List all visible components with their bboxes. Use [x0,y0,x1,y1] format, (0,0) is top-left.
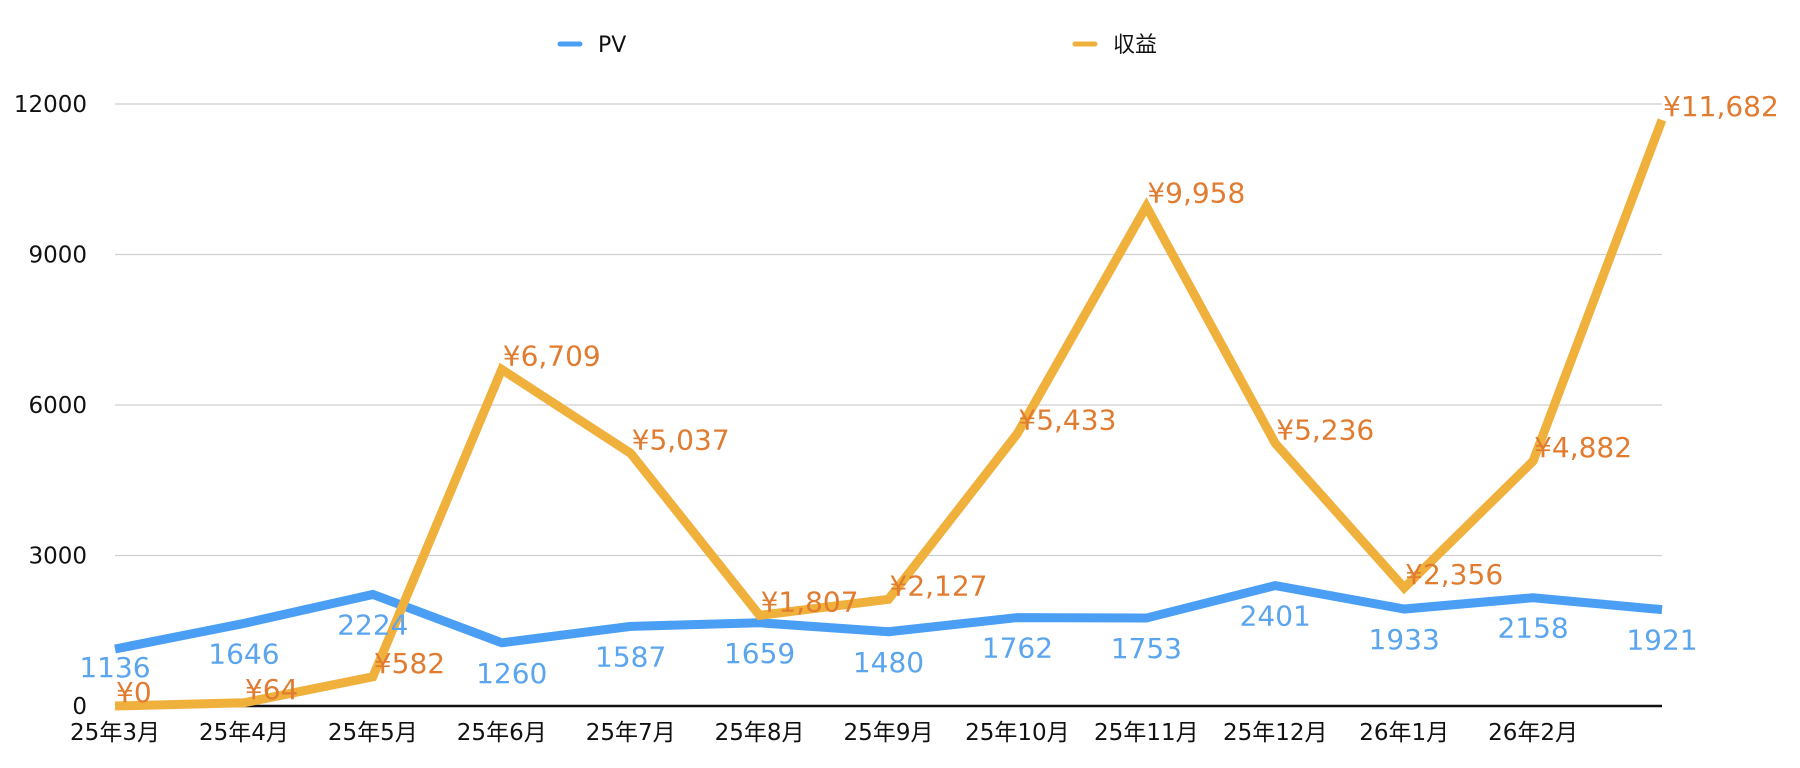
revenue-data-label: ¥11,682 [1663,90,1779,123]
revenue-data-label: ¥9,958 [1147,176,1245,209]
revenue-data-label: ¥582 [374,647,445,680]
pv-data-label: 1762 [982,632,1053,665]
x-axis: 25年3月 25年4月 25年5月 25年6月 25年7月 25年8月 25年9月 25年10… [70,704,1662,746]
revenue-data-label: ¥5,433 [1018,403,1116,436]
revenue-data-label: ¥5,037 [632,423,730,456]
pv-data-label: 1659 [724,637,795,670]
y-tick-label: 9000 [28,243,87,269]
x-tick-label: 25年7月 [586,720,676,746]
pv-data-label: 2401 [1240,600,1311,633]
revenue-data-label: ¥1,807 [761,585,859,618]
x-tick-label: 25年6月 [457,720,547,746]
legend-item: PV [557,33,626,58]
pv-data-label: 1480 [853,646,924,679]
y-tick-label: 3000 [28,544,87,570]
x-tick-label: 25年12月 [1223,720,1328,746]
pv-data-label: 1587 [595,640,666,673]
revenue-data-label: ¥2,356 [1405,558,1503,591]
legend: PV 収益 [557,33,1157,58]
series-lines [114,118,1667,711]
x-tick-label: 25年9月 [844,720,934,746]
legend-label: PV [598,33,626,58]
x-tick-label: 25年4月 [199,720,289,746]
revenue-data-label: ¥6,709 [503,339,601,372]
x-tick-label: 25年3月 [70,720,160,746]
pv-data-label: 1136 [79,651,150,684]
legend-label: 収益 [1113,33,1157,58]
y-tick-label: 6000 [28,393,87,419]
pv-data-label: 1921 [1626,624,1697,657]
y-tick-label: 12000 [14,92,87,118]
y-tick-label: 0 [72,694,87,720]
y-axis: 0 3000 6000 9000 12000 [14,92,87,720]
x-tick-label: 26年2月 [1488,720,1578,746]
x-tick-label: 25年5月 [328,720,418,746]
series-line-revenue [114,118,1667,711]
revenue-data-label: ¥5,236 [1276,413,1374,446]
pv-data-label: 2224 [337,608,408,641]
pv-data-label: 1753 [1111,632,1182,665]
legend-item: 収益 [1072,33,1157,58]
x-tick-label: 26年1月 [1359,720,1449,746]
gridlines [115,103,1662,557]
revenue-data-label: ¥4,882 [1534,431,1632,464]
revenue-data-label: ¥64 [245,673,298,706]
revenue-data-label: ¥2,127 [890,569,988,602]
pv-data-label: 1646 [208,637,279,670]
revenue-data-label: ¥0 [116,676,152,709]
x-tick-label: 25年11月 [1094,720,1199,746]
x-tick-label: 25年10月 [965,720,1070,746]
x-tick-label: 25年8月 [715,720,805,746]
pv-data-label: 2158 [1497,612,1568,645]
pv-data-label: 1260 [476,657,547,690]
pv-data-label: 1933 [1369,623,1440,656]
series-line-pv [114,580,1663,654]
data-labels: 1136 1646 2224 1260 1587 1659 1480 1762 1753 2401… [79,90,1778,709]
